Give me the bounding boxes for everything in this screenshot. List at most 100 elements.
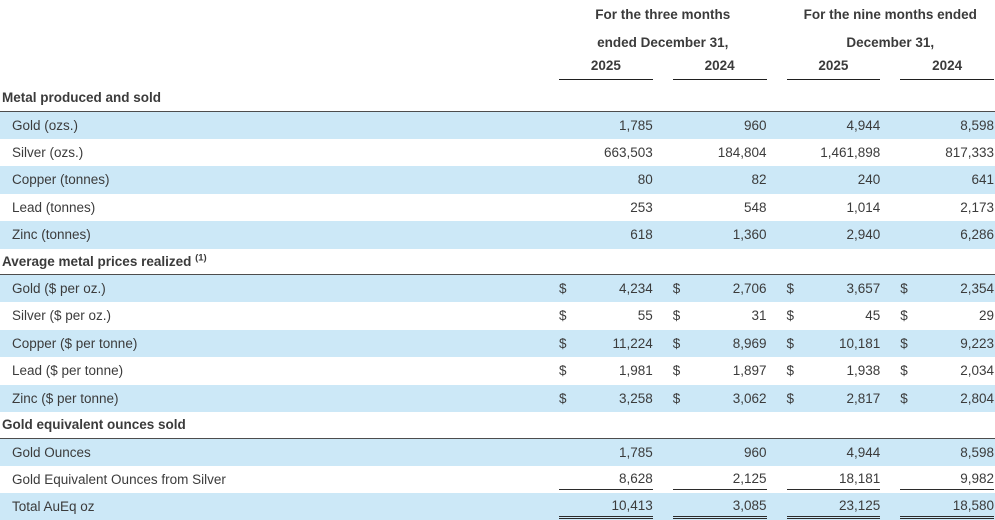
value-cell: $3,062 [654,385,768,413]
value: 960 [743,444,767,460]
value: 2,354 [960,281,995,296]
value-cell: 4,944 [768,438,882,466]
row-label: Zinc ($ per tonne) [12,390,119,406]
period-nine-months-line1: For the nine months ended [803,6,977,22]
value: 82 [751,172,767,188]
row-label: Zinc (tonnes) [12,227,91,243]
table-row: Gold Ounces 1,785 960 4,944 8,598 [0,438,995,466]
year-label: 2024 [672,58,767,80]
year-column-header: 2025 [768,56,882,85]
value: 1,785 [618,117,653,133]
header-spacer [0,0,540,28]
table-row: Gold ($ per oz.) $4,234 $2,706 $3,657 $2,354 [0,274,995,303]
dollar-sign: $ [559,281,567,296]
dollar-sign: $ [786,363,795,379]
row-label: Lead ($ per tonne) [12,363,124,379]
dollar-sign: $ [900,281,908,296]
value: 240 [857,172,881,188]
dollar-sign: $ [900,335,908,351]
value-cell: 8,598 [881,111,995,139]
value-cell: 817,333 [881,139,995,167]
value: 2,034 [960,363,995,379]
value-cell: $10,181 [768,330,882,358]
dollar-sign: $ [672,281,681,296]
value-cell: 10,413 [540,493,654,520]
value: 9,982 [960,471,995,487]
value-cell: 2,940 [768,221,882,249]
value-cell: $2,354 [881,275,995,303]
value-cell: 82 [654,166,768,194]
value-cell: 618 [540,221,654,249]
value-cell: $8,969 [654,330,768,358]
value: 253 [630,199,653,215]
value-cell: 18,181 [768,466,882,494]
value-cell: $1,981 [540,357,654,385]
period-header-row-1: For the three months For the nine months… [0,0,995,28]
value-cell: $9,223 [881,330,995,358]
period-three-months-line1: For the three months [595,6,731,22]
value: 2,940 [846,227,881,243]
value-cell: 23,125 [768,493,882,520]
value-cell: $3,657 [768,275,882,303]
value-cell: 1,360 [654,221,768,249]
footnote-marker: (1) [195,252,207,264]
dollar-sign: $ [559,308,567,324]
value: 2,817 [846,390,881,406]
row-label: Silver ($ per oz.) [12,308,112,324]
value: 548 [743,199,767,215]
value-cell: $2,817 [768,385,882,413]
value: 23,125 [838,497,881,513]
value-cell: 8,598 [881,438,995,466]
value: 29 [979,308,995,324]
value: 2,125 [732,471,767,487]
value: 1,360 [732,227,767,243]
value: 9,223 [960,335,995,351]
dollar-sign: $ [900,390,908,406]
value: 8,628 [618,471,653,487]
value-cell: $2,804 [881,385,995,413]
table-row: Lead (tonnes) 253 548 1,014 2,173 [0,194,995,222]
value: 960 [743,117,767,133]
value: 3,657 [846,281,881,296]
value-cell: $55 [540,302,654,330]
dollar-sign: $ [672,308,681,324]
value-cell: 4,944 [768,111,882,139]
year-label: 2024 [900,58,995,80]
value: 2,173 [960,199,995,215]
value: 2,706 [732,281,767,296]
value: 45 [865,308,881,324]
year-header-row: 2025 2024 2025 2024 [0,56,995,85]
table-row: Copper (tonnes) 80 82 240 641 [0,166,995,194]
period-three-months-line2: ended December 31, [597,34,729,50]
period-header-row-2: ended December 31, December 31, [0,28,995,56]
value-cell: $45 [768,302,882,330]
value: 8,969 [732,335,767,351]
value-cell: $29 [881,302,995,330]
value: 55 [637,308,653,324]
value: 3,085 [732,497,767,513]
table-body: Metal produced and sold Gold (ozs.) 1,785 9… [0,85,995,520]
row-label: Lead (tonnes) [12,199,96,215]
row-label: Copper (tonnes) [12,172,110,188]
value: 8,598 [960,117,995,133]
value-cell: 2,125 [654,466,768,494]
section-title: Average metal prices realized (1) [0,248,995,275]
table-row: Lead ($ per tonne) $1,981 $1,897 $1,938 $2,0… [0,357,995,385]
value-cell: 1,461,898 [768,139,882,167]
value: 1,014 [846,199,881,215]
row-label: Copper ($ per tonne) [12,335,138,351]
value-cell: 3,085 [654,493,768,520]
value: 184,804 [717,144,767,160]
value: 18,580 [952,497,995,513]
value-cell: $1,938 [768,357,882,385]
value-cell: 240 [768,166,882,194]
value: 31 [751,308,767,324]
row-label: Silver (ozs.) [12,144,84,160]
section-title: Metal produced and sold [0,85,995,112]
table-row: Silver ($ per oz.) $55 $31 $45 $29 [0,302,995,330]
value-cell: 184,804 [654,139,768,167]
dollar-sign: $ [786,281,795,296]
value-cell: 253 [540,194,654,222]
value: 4,944 [846,444,881,460]
